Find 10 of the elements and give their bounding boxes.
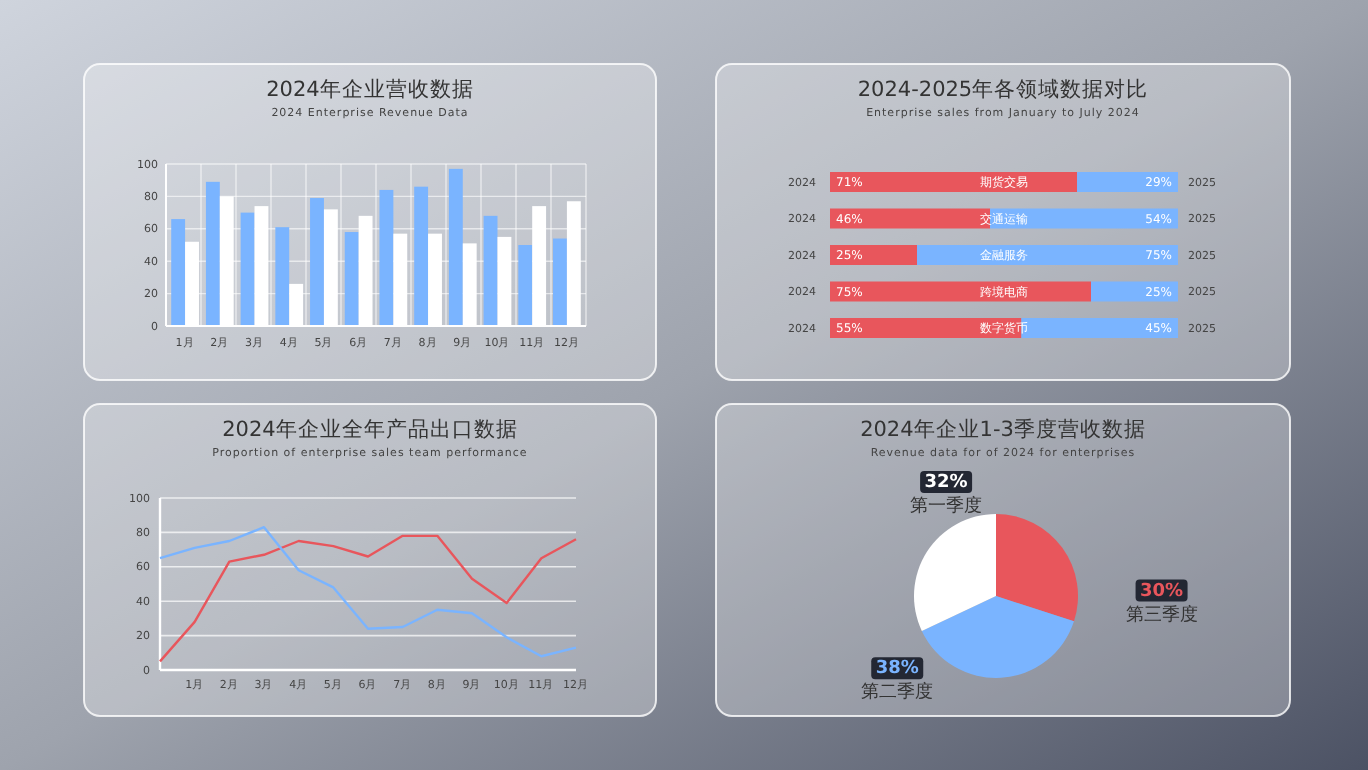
data-label: 32% (924, 472, 968, 493)
chart-title: 2024年企业营收数据 (266, 76, 474, 102)
slice-label: 第一季度 (910, 494, 983, 517)
slice-label: 第二季度 (861, 681, 934, 704)
slice-label: 第三季度 (1125, 603, 1198, 626)
chart-title: 2024年企业1-3季度营收数据 (860, 416, 1146, 442)
chart-title: 2024年企业全年产品出口数据 (222, 416, 518, 442)
data-label: 38% (875, 659, 919, 680)
chart-title: 2024-2025年各领域数据对比 (857, 76, 1149, 102)
data-label: 30% (1140, 581, 1184, 602)
